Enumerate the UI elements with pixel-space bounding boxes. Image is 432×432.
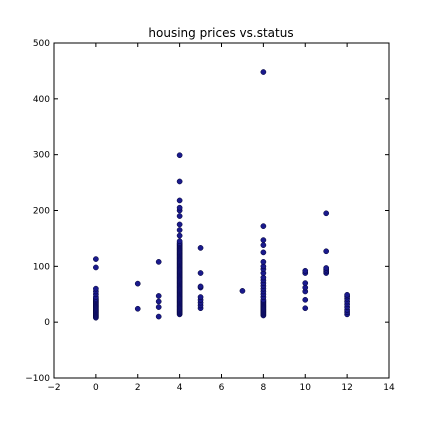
data-point bbox=[197, 283, 204, 290]
x-tick-label: 0 bbox=[93, 383, 99, 393]
y-tick-label: 500 bbox=[33, 39, 50, 49]
chart-title: housing prices vs.status bbox=[148, 26, 293, 40]
data-point bbox=[155, 313, 162, 320]
x-tick-label: 14 bbox=[383, 383, 395, 393]
data-point bbox=[176, 227, 183, 233]
data-point bbox=[239, 288, 246, 294]
data-point bbox=[323, 248, 330, 255]
data-point bbox=[176, 204, 183, 211]
x-tick-label: −2 bbox=[47, 383, 60, 393]
y-axis: −100 0 100 200 300 400 500 bbox=[25, 39, 389, 384]
data-point bbox=[176, 197, 183, 204]
x-tick-label: 2 bbox=[135, 383, 141, 393]
plot-frame bbox=[53, 42, 390, 379]
data-point bbox=[302, 267, 309, 274]
y-tick-label: 200 bbox=[33, 207, 50, 217]
data-point bbox=[323, 265, 330, 271]
data-point bbox=[302, 296, 309, 303]
data-point bbox=[176, 221, 183, 228]
data-point bbox=[260, 259, 267, 265]
x-tick-label: 10 bbox=[300, 383, 312, 393]
data-point bbox=[260, 249, 267, 256]
data-points bbox=[93, 69, 350, 321]
data-point bbox=[93, 264, 99, 271]
data-point bbox=[176, 178, 183, 185]
x-tick-label: 4 bbox=[177, 383, 183, 393]
data-point bbox=[155, 259, 162, 265]
data-point bbox=[155, 293, 162, 299]
y-tick-label: 400 bbox=[33, 95, 50, 105]
data-point bbox=[197, 294, 204, 300]
data-point bbox=[176, 238, 183, 245]
data-point bbox=[93, 256, 99, 262]
data-point bbox=[134, 305, 141, 312]
data-point bbox=[176, 152, 183, 159]
y-tick-label: 0 bbox=[44, 318, 50, 328]
data-point bbox=[155, 304, 162, 310]
x-tick-label: 8 bbox=[261, 383, 267, 393]
y-tick-label: 100 bbox=[33, 262, 50, 272]
data-point bbox=[93, 285, 99, 292]
x-tick-label: 6 bbox=[219, 383, 225, 393]
data-point bbox=[134, 280, 141, 287]
data-point bbox=[260, 223, 267, 229]
y-tick-label: 300 bbox=[33, 151, 50, 161]
data-point bbox=[260, 237, 267, 243]
data-point bbox=[155, 298, 162, 305]
data-point bbox=[197, 245, 204, 251]
data-point bbox=[260, 242, 267, 248]
x-axis: −2 0 2 4 6 8 10 12 14 bbox=[47, 43, 395, 393]
data-point bbox=[176, 232, 183, 239]
data-point bbox=[344, 291, 350, 298]
y-tick-label: −100 bbox=[25, 374, 50, 384]
data-point bbox=[302, 305, 309, 312]
data-point bbox=[197, 270, 204, 276]
data-point bbox=[176, 213, 183, 219]
data-point bbox=[323, 210, 330, 217]
data-point bbox=[302, 280, 309, 286]
x-tick-label: 12 bbox=[341, 383, 352, 393]
data-point bbox=[260, 69, 267, 75]
